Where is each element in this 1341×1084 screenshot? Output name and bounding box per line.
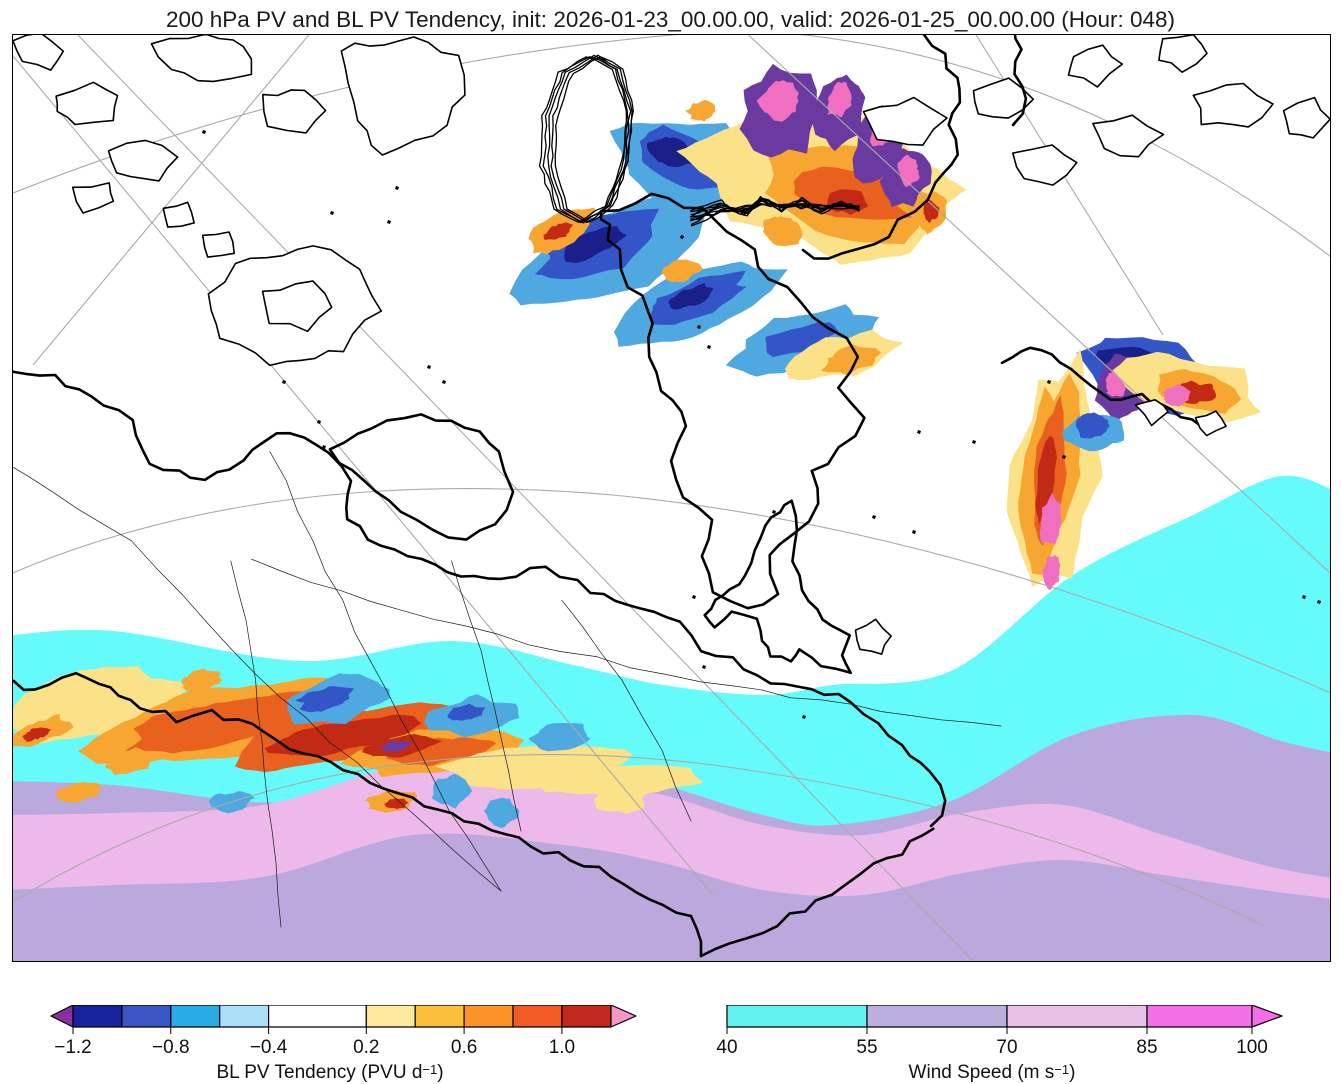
svg-text:−0.4: −0.4 [250,1037,288,1058]
svg-text:BL PV Tendency (PVU d−1): BL PV Tendency (PVU d−1) [216,1062,443,1083]
svg-text:0.6: 0.6 [451,1037,477,1058]
svg-text:70: 70 [996,1037,1017,1058]
svg-text:85: 85 [1136,1037,1157,1058]
svg-text:−1.2: −1.2 [54,1037,92,1058]
svg-text:0.2: 0.2 [353,1037,379,1058]
svg-text:100: 100 [1236,1037,1268,1058]
svg-text:−0.8: −0.8 [152,1037,190,1058]
svg-text:1.0: 1.0 [549,1037,575,1058]
svg-text:40: 40 [716,1037,737,1058]
svg-text:55: 55 [856,1037,877,1058]
svg-text:Wind Speed (m s−1): Wind Speed (m s−1) [909,1062,1076,1083]
